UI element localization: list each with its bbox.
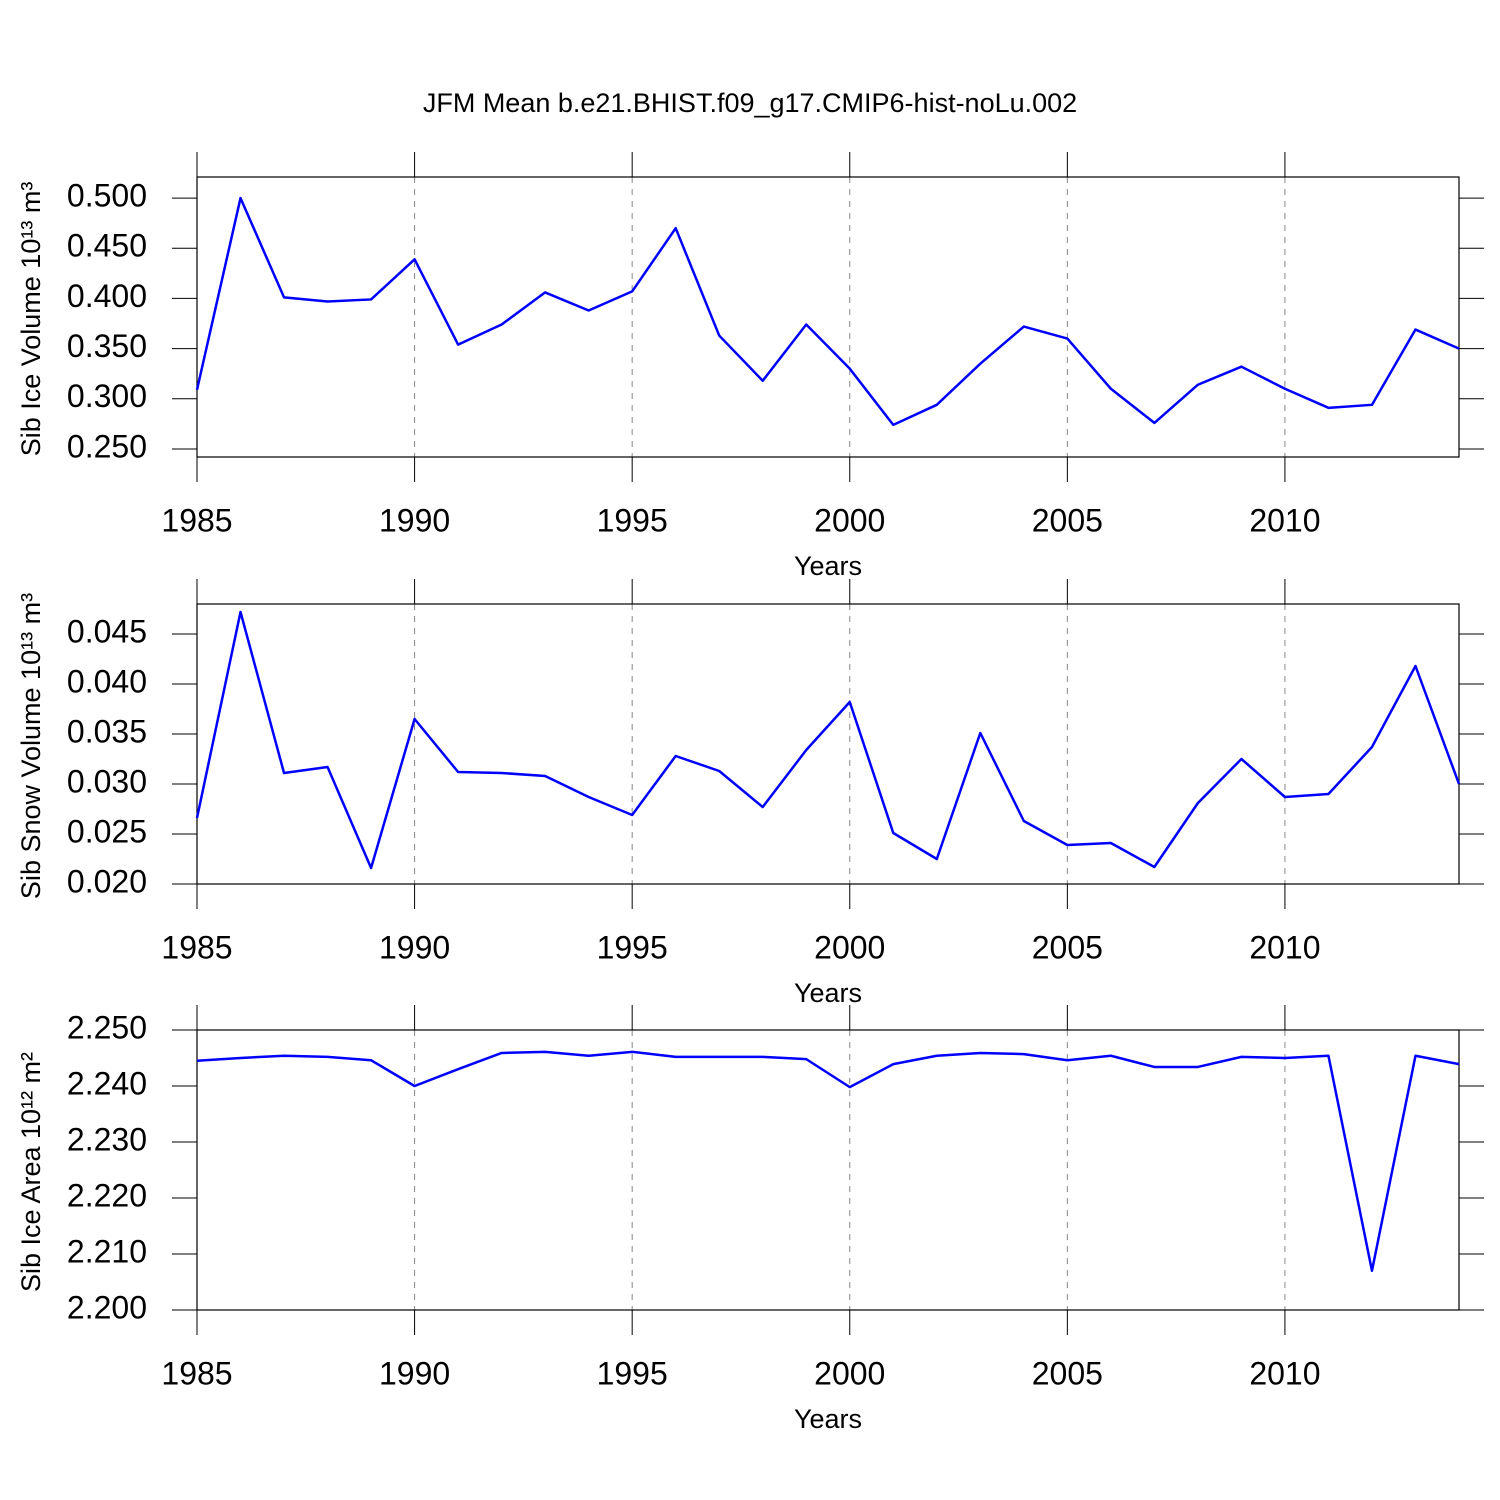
y-tick-label: 2.230 xyxy=(67,1121,147,1157)
data-line xyxy=(195,610,1461,870)
x-tick-label: 1995 xyxy=(597,502,668,538)
x-axis-label: Years xyxy=(794,551,862,581)
y-tick-label: 0.035 xyxy=(67,713,147,749)
plot-frame xyxy=(196,1029,1460,1311)
y-tick-label: 0.250 xyxy=(67,428,147,464)
y-tick-label: 0.500 xyxy=(67,178,147,214)
y-tick-label: 0.030 xyxy=(67,763,147,799)
x-tick-label: 2010 xyxy=(1249,502,1320,538)
y-axis-label: Sib Ice Area 10¹² m² xyxy=(16,1052,46,1292)
chart-title: JFM Mean b.e21.BHIST.f09_g17.CMIP6-hist-… xyxy=(423,88,1077,118)
x-axis-label: Years xyxy=(794,978,862,1008)
x-tick-label: 2005 xyxy=(1032,502,1103,538)
x-tick-label: 1990 xyxy=(379,929,450,965)
x-tick-label: 1985 xyxy=(161,929,232,965)
y-tick-label: 2.210 xyxy=(67,1233,147,1269)
plot-frame xyxy=(196,176,1460,458)
x-tick-label: 2005 xyxy=(1032,929,1103,965)
y-tick-label: 0.040 xyxy=(67,663,147,699)
x-tick-label: 1995 xyxy=(597,929,668,965)
y-tick-label: 0.045 xyxy=(67,613,147,649)
data-line xyxy=(196,1050,1460,1273)
y-axis-label: Sib Ice Volume 10¹³ m³ xyxy=(16,182,46,457)
y-tick-label: 0.450 xyxy=(67,228,147,264)
y-tick-label: 0.025 xyxy=(67,813,147,849)
x-tick-label: 2000 xyxy=(814,929,885,965)
y-tick-label: 2.220 xyxy=(67,1177,147,1213)
x-tick-label: 1985 xyxy=(161,502,232,538)
x-tick-label: 1985 xyxy=(161,1355,232,1391)
y-tick-label: 2.250 xyxy=(67,1009,147,1045)
plot-frame xyxy=(196,603,1460,885)
x-tick-label: 2010 xyxy=(1249,929,1320,965)
y-tick-label: 0.350 xyxy=(67,328,147,364)
y-tick-label: 0.400 xyxy=(67,278,147,314)
x-tick-label: 2000 xyxy=(814,1355,885,1391)
y-tick-label: 0.020 xyxy=(67,863,147,899)
x-tick-label: 2000 xyxy=(814,502,885,538)
x-tick-label: 2010 xyxy=(1249,1355,1320,1391)
x-tick-label: 1995 xyxy=(597,1355,668,1391)
x-axis-label: Years xyxy=(794,1404,862,1434)
x-tick-label: 2005 xyxy=(1032,1355,1103,1391)
x-tick-label: 1990 xyxy=(379,1355,450,1391)
x-tick-label: 1990 xyxy=(379,502,450,538)
y-tick-label: 2.200 xyxy=(67,1289,147,1325)
y-tick-label: 0.300 xyxy=(67,378,147,414)
y-axis-label: Sib Snow Volume 10¹³ m³ xyxy=(16,593,46,899)
y-tick-label: 2.240 xyxy=(67,1065,147,1101)
data-line xyxy=(195,196,1460,427)
